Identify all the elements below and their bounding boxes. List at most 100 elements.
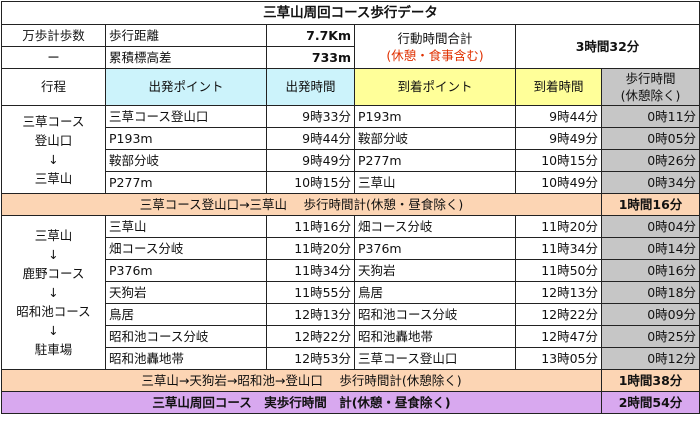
walk-time-cell: 0時14分 [600,237,700,260]
table-row: 畑コース分岐 11時20分 P376m 11時34分 0時14分 [2,237,700,260]
end-point-cell: 天狗岩 [354,259,516,282]
start-point-header: 出発ポイント [105,68,267,106]
total-action-time-label-line2: (休憩・食事含む) [386,47,484,63]
end-time-cell: 11時50分 [515,259,602,282]
start-point-cell: 畑コース分岐 [105,237,267,260]
table-row: P277m 10時15分 三草山 10時49分 0時34分 [2,171,700,194]
table-row: 三草コース 登山口 ↓ 三草山 三草コース登山口 9時33分 P193m 9時44分 0時11分 [1,105,700,194]
route-line: 三草山 [34,170,73,186]
walk-time-header-line1: 歩行時間 [625,71,676,86]
walk-time-cell: 0時25分 [600,325,700,348]
table-row: 天狗岩 11時55分 鳥居 12時13分 0時18分 [2,281,700,304]
walk-time-cell: 0時16分 [600,259,700,282]
route-line: 駐車場 [34,342,73,357]
start-time-cell: 9時49分 [266,149,355,172]
walk-time-cell: 0時26分 [600,149,700,172]
end-time-cell: 9時49分 [515,127,602,150]
route-line: 昭和池コース [16,304,91,319]
end-time-cell: 10時15分 [515,149,602,172]
end-point-cell: 昭和池轟地帯 [354,325,516,348]
walk-time-cell: 0時11分 [600,105,700,128]
start-point-cell: 三草コース登山口 [105,105,267,128]
end-time-cell: 12時47分 [515,325,602,348]
end-time-cell: 12時22分 [515,303,602,326]
elevation-value: 733m [266,46,355,69]
table-row: P376m 11時34分 天狗岩 11時50分 0時16分 [2,259,700,282]
table-row: 鳥居 12時13分 昭和池コース分岐 12時22分 0時09分 [2,303,700,326]
end-time-cell: 12時13分 [515,281,602,304]
start-point-cell: 昭和池轟地帯 [105,347,267,370]
start-point-cell: 三草山 [105,215,267,238]
end-point-cell: P193m [354,105,516,128]
end-point-cell: 三草山 [354,171,516,194]
start-time-cell: 9時44分 [266,127,355,150]
start-point-cell: 鞍部分岐 [105,149,267,172]
start-point-cell: 天狗岩 [105,281,267,304]
start-time-cell: 9時33分 [266,105,355,128]
section2-subtotal-value: 1時間38分 [600,369,700,392]
walk-time-cell: 0時12分 [600,347,700,370]
start-point-cell: P376m [105,259,267,282]
walk-time-cell: 0時04分 [600,215,700,238]
start-time-header: 出発時間 [266,68,355,106]
walk-time-cell: 0時18分 [600,281,700,304]
elevation-label: 累積標高差 [105,46,267,69]
walk-time-header: 歩行時間 (休憩除く) [600,68,700,106]
start-time-cell: 11時55分 [266,281,355,304]
end-time-header: 到着時間 [515,68,602,106]
start-time-cell: 10時15分 [266,171,355,194]
start-point-cell: P193m [105,127,267,150]
end-time-cell: 11時34分 [515,237,602,260]
route-line: ↓ [48,323,59,338]
route-line: 三草コース [22,113,85,129]
table-row: 昭和池轟地帯 12時53分 三草コース登山口 13時05分 0時12分 [2,347,700,370]
table-title: 三草山周回コース歩行データ [0,1,700,25]
total-action-time-label: 行動時間合計 (休憩・食事含む) [354,24,516,69]
start-point-cell: 鳥居 [105,303,267,326]
total-action-time-value: 3時間32分 [514,24,700,69]
grand-total-label: 三草山周回コース 実歩行時間 計(休憩・昼食除く) [1,391,602,414]
start-point-cell: P277m [105,171,267,194]
step-count-label: 万歩計歩数 [1,24,106,47]
distance-label: 歩行距離 [105,24,267,47]
section1-subtotal-label: 三草コース登山口→三草山 歩行時間計(休憩・昼食除く) [1,193,602,216]
end-point-cell: P277m [354,149,516,172]
step-count-value: ー [1,46,106,69]
distance-value: 7.7Km [266,24,355,47]
route-header: 行程 [1,68,106,106]
start-time-cell: 11時34分 [266,259,355,282]
walk-time-cell: 0時05分 [600,127,700,150]
end-time-cell: 11時20分 [515,215,602,238]
walk-time-header-line2: (休憩除く) [620,88,681,103]
route-line: ↓ [48,285,59,300]
end-point-cell: P376m [354,237,516,260]
start-time-cell: 12時22分 [266,325,355,348]
walk-time-cell: 0時09分 [600,303,700,326]
section2-subtotal-label: 三草山→天狗岩→昭和池→登山口 歩行時間計(休憩除く) [1,369,602,392]
end-point-cell: 昭和池コース分岐 [354,303,516,326]
start-time-cell: 11時20分 [266,237,355,260]
table-row: 三草山 ↓ 鹿野コース ↓ 昭和池コース ↓ 駐車場 三草山 11時16分 畑コース分岐 11時20… [1,215,700,370]
section1-subtotal-value: 1時間16分 [600,193,700,216]
table-row: 鞍部分岐 9時49分 P277m 10時15分 0時26分 [2,149,700,172]
section2-route-cell: 三草山 ↓ 鹿野コース ↓ 昭和池コース ↓ 駐車場 [1,215,106,370]
grand-total-value: 2時間54分 [600,391,700,414]
end-point-cell: 畑コース分岐 [354,215,516,238]
end-point-cell: 三草コース登山口 [354,347,516,370]
route-line: 三草山 [34,228,73,243]
route-line: 鹿野コース [22,266,85,281]
section1-route-cell: 三草コース登山口 ↓ 三草山 [1,105,106,194]
end-time-cell: 10時49分 [515,171,602,194]
walk-time-cell: 0時34分 [600,171,700,194]
end-time-cell: 9時44分 [515,105,602,128]
route-line: ↓ [48,151,59,167]
route-line: ↓ [48,247,59,262]
hiking-data-table: 三草山周回コース歩行データ 万歩計歩数 歩行距離 7.7Km 行動時間合計 (休… [0,1,700,414]
end-point-header: 到着ポイント [354,68,516,106]
start-time-cell: 12時13分 [266,303,355,326]
total-action-time-label-line1: 行動時間合計 [397,30,473,46]
end-point-cell: 鳥居 [354,281,516,304]
end-time-cell: 13時05分 [515,347,602,370]
start-point-cell: 昭和池コース分岐 [105,325,267,348]
route-line: 登山口 [34,132,73,148]
